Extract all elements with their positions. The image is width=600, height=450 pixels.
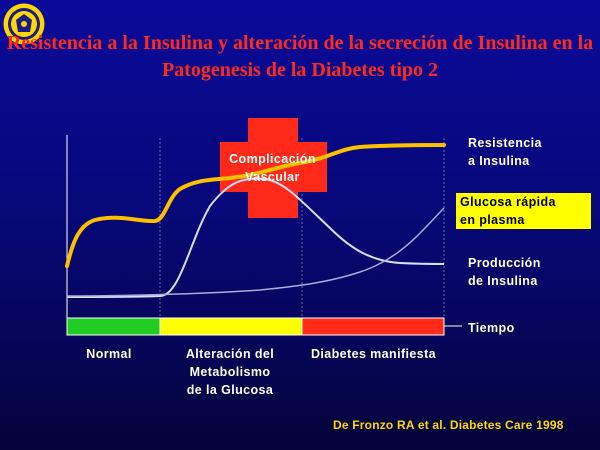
university-seal-icon bbox=[3, 3, 45, 45]
stage-label-normal: Normal bbox=[86, 347, 132, 361]
glucosa-curve bbox=[66, 177, 445, 298]
stage-bar-normal bbox=[66, 317, 161, 336]
tiempo-label: Tiempo bbox=[468, 321, 515, 335]
complicacion-label: Complicación Vascular bbox=[229, 152, 316, 184]
page-title: Resistencia a la Insulina y alteración d… bbox=[6, 32, 594, 81]
stage-label-alteracion: Alteración del Metabolismo de la Glucosa bbox=[185, 347, 275, 397]
glucosa-label: Glucosa rápida en plasma bbox=[456, 193, 591, 229]
citation: De Fronzo RA et al. Diabetes Care 1998 bbox=[333, 418, 564, 432]
resistencia-label: Resistencia a Insulina bbox=[468, 136, 542, 168]
stage-bar-diabetes bbox=[301, 317, 445, 336]
stage-bar-alteracion bbox=[159, 317, 303, 336]
produccion-curve bbox=[66, 207, 445, 297]
stage-label-diabetes: Diabetes manifiesta bbox=[310, 347, 436, 361]
resistencia-curve bbox=[65, 143, 446, 268]
produccion-label: Producción de Insulina bbox=[468, 256, 541, 288]
